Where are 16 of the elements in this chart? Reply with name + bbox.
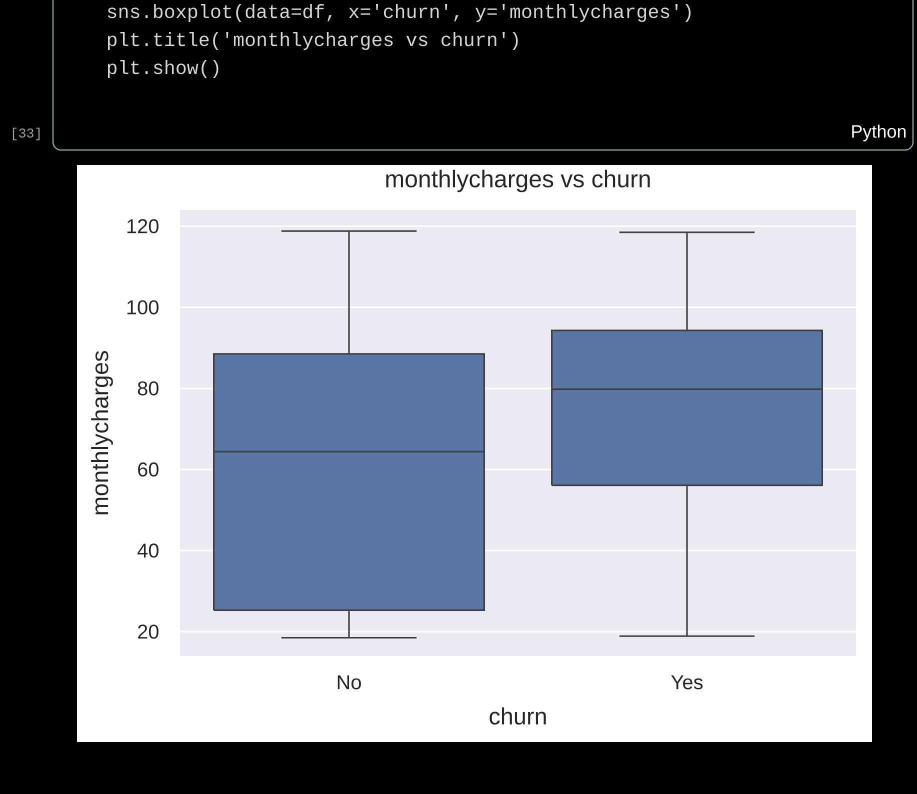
y-tick-label: 60 bbox=[138, 462, 158, 477]
y-tick-label: 120 bbox=[127, 219, 158, 234]
text: Python bbox=[852, 124, 906, 142]
text: [33] bbox=[12, 128, 40, 140]
text: plt.title('monthlycharges vs churn') bbox=[108, 32, 518, 50]
x-tick-label: Yes bbox=[671, 675, 703, 690]
y-tick-label: 80 bbox=[138, 381, 158, 396]
y-tick-label: 100 bbox=[127, 300, 158, 314]
y-axis-title: monthlycharges bbox=[91, 351, 113, 514]
x-axis-title: churn bbox=[490, 707, 546, 725]
y-tick-label: 20 bbox=[138, 624, 158, 639]
text: sns.boxplot(data=df, x='churn', y='monthlycharges') bbox=[108, 4, 691, 22]
text: plt.show() bbox=[108, 60, 218, 78]
x-tick-label: No bbox=[338, 675, 361, 690]
chart-title: monthlycharges vs churn bbox=[386, 170, 650, 192]
y-tick-label: 40 bbox=[138, 543, 158, 558]
